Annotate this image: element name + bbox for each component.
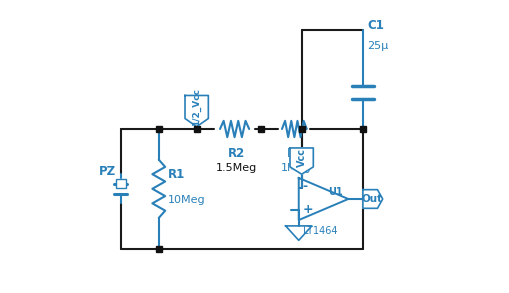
Text: PZ: PZ [99,165,116,178]
Text: -: - [302,180,307,193]
Text: R3: R3 [287,147,304,160]
Text: +: + [302,203,313,216]
Polygon shape [362,190,382,208]
Text: 10Meg: 10Meg [167,195,205,205]
Text: 1.5Meg: 1.5Meg [215,163,256,173]
Text: C1: C1 [366,19,383,32]
Polygon shape [185,96,208,127]
Text: 1/2_Vcc: 1/2_Vcc [192,88,201,126]
Text: 1Meg: 1Meg [280,163,310,173]
Text: LT1464: LT1464 [303,226,337,236]
Polygon shape [290,148,313,174]
Text: R2: R2 [227,147,244,160]
Text: R1: R1 [167,168,184,181]
Text: U1: U1 [327,187,342,197]
Text: 25μ: 25μ [366,41,388,51]
FancyBboxPatch shape [116,179,126,188]
Text: Out: Out [360,194,381,204]
Text: Vcc: Vcc [296,148,306,167]
